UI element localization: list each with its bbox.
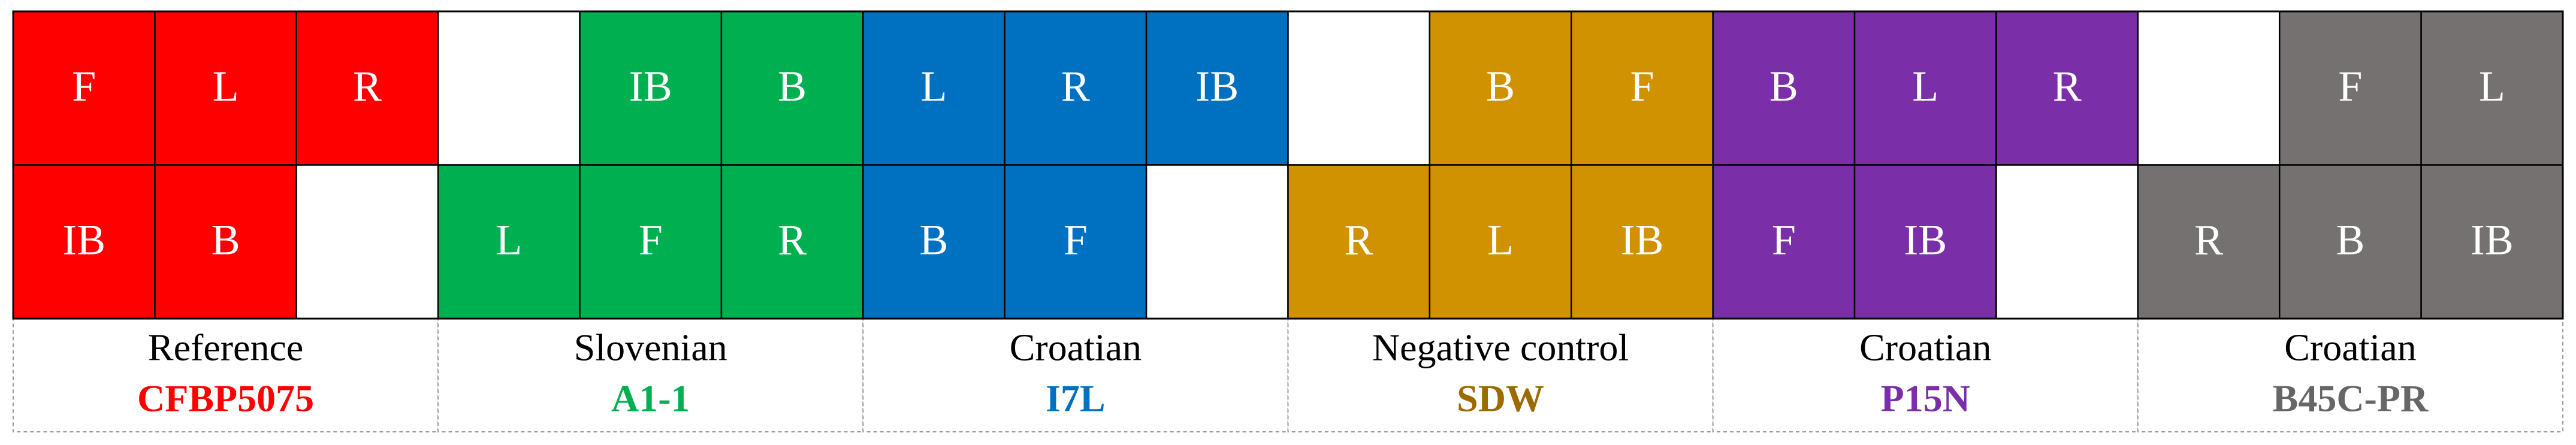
group-code: P15N: [1881, 377, 1970, 420]
label-box: [862, 318, 1289, 432]
group-code: CFBP5075: [137, 377, 314, 420]
cell-label: L: [2479, 62, 2505, 110]
cell-label: IB: [1195, 62, 1239, 110]
group-label: Croatian: [2284, 326, 2416, 369]
empty-cell: [437, 10, 581, 166]
cell-label: L: [213, 62, 239, 110]
cell: [2137, 164, 2281, 320]
grid-outline: [12, 10, 2564, 320]
cell: [1712, 10, 1856, 166]
cell-label: IB: [1620, 216, 1663, 264]
group-label: Negative control: [1372, 326, 1629, 369]
cell: [1004, 164, 1147, 320]
cell-label: F: [1772, 216, 1796, 264]
cell: [12, 164, 156, 320]
cell-label: IB: [2471, 216, 2514, 264]
cell: [154, 10, 298, 166]
empty-cell: [1145, 164, 1289, 320]
cell-label: IB: [62, 216, 105, 264]
cell: [1853, 164, 1997, 320]
group-code: SDW: [1457, 377, 1544, 420]
cell-label: B: [212, 216, 240, 264]
cell: [154, 164, 298, 320]
cell: [437, 164, 581, 320]
label-box: [2137, 318, 2563, 432]
empty-cell: [1995, 164, 2139, 320]
cell: [2420, 164, 2564, 320]
cell-label: IB: [629, 62, 672, 110]
cell-label: L: [496, 216, 522, 264]
cell-label: F: [72, 62, 96, 110]
cell: [862, 164, 1005, 320]
cell-label: F: [1064, 216, 1088, 264]
cell: [1429, 164, 1572, 320]
cell-label: L: [921, 62, 947, 110]
cell-label: R: [2053, 62, 2082, 110]
cell: [1995, 10, 2139, 166]
cell-label: B: [778, 62, 807, 110]
cell-label: B: [2336, 216, 2364, 264]
cell-label: R: [1345, 216, 1373, 264]
cell-label: L: [1487, 216, 1514, 264]
cell: [2278, 10, 2422, 166]
cell-label: R: [778, 216, 807, 264]
cell: [1429, 10, 1572, 166]
cell: [1712, 164, 1856, 320]
label-box: [1287, 318, 1714, 432]
label-box: [1712, 318, 2139, 432]
cell: [2420, 10, 2564, 166]
cell-label: B: [1769, 62, 1798, 110]
cell-label: R: [353, 62, 382, 110]
group-code: A1-1: [611, 377, 690, 420]
cell-label: F: [1630, 62, 1654, 110]
cell-label: F: [639, 216, 663, 264]
group-label: Croatian: [1859, 326, 1991, 369]
cell: [862, 10, 1005, 166]
cell: [1004, 10, 1147, 166]
group-code: I7L: [1046, 377, 1106, 420]
cell-label: B: [1486, 62, 1515, 110]
group-label: Croatian: [1010, 326, 1141, 369]
cell-label: R: [2194, 216, 2223, 264]
group-code: B45C-PR: [2273, 377, 2429, 420]
cell: [1571, 10, 1714, 166]
cell-label: F: [2338, 62, 2362, 110]
cell: [2278, 164, 2422, 320]
label-box: [13, 318, 439, 432]
group-label: Slovenian: [574, 326, 727, 369]
cell: [579, 164, 723, 320]
cell: [1571, 164, 1714, 320]
cell-label: R: [1061, 62, 1090, 110]
group-label: Reference: [148, 326, 303, 369]
empty-cell: [1287, 10, 1431, 166]
cell-label: B: [920, 216, 949, 264]
empty-cell: [2137, 10, 2281, 166]
empty-cell: [295, 164, 439, 320]
cell-label: IB: [1904, 216, 1947, 264]
cell: [1145, 10, 1289, 166]
cell: [12, 10, 156, 166]
cell: [1287, 164, 1431, 320]
cell-label: L: [1912, 62, 1938, 110]
